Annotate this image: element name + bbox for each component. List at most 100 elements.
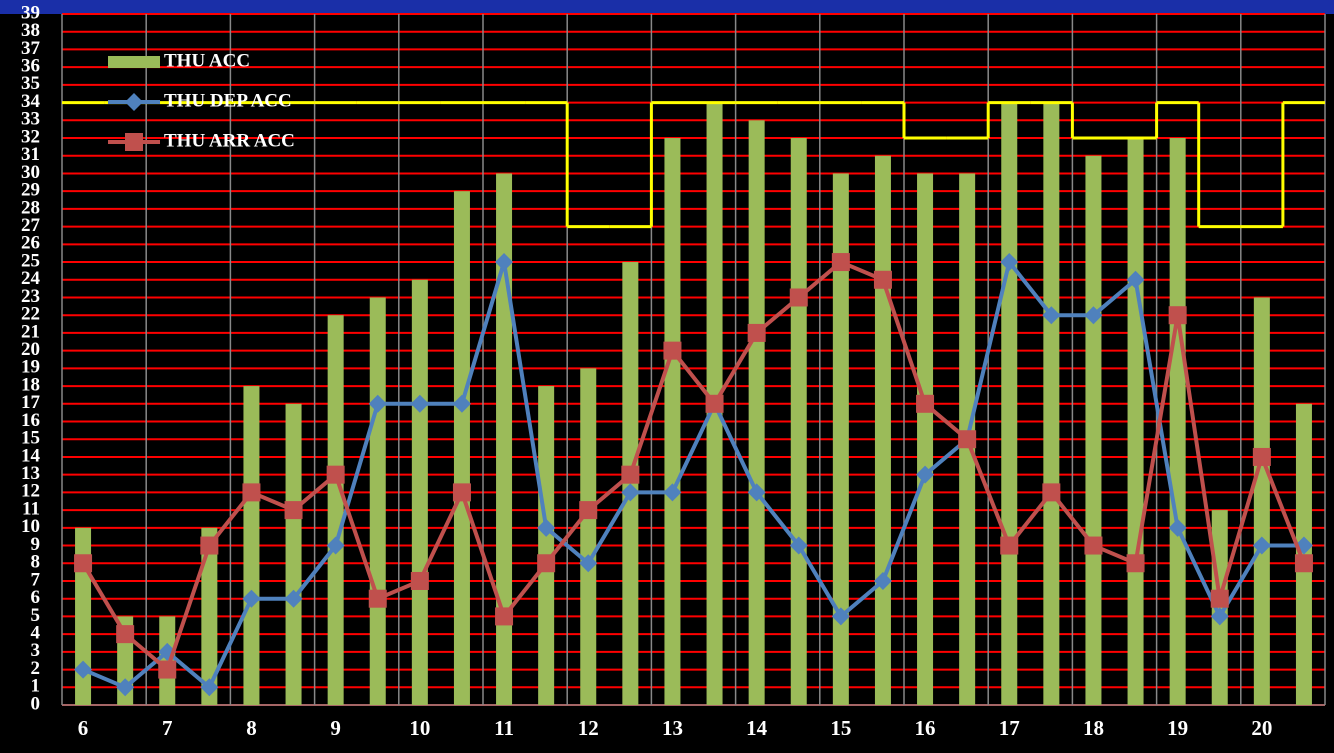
marker [1168, 518, 1187, 537]
y-tick-label: 21 [21, 321, 40, 342]
marker [368, 394, 387, 413]
marker [789, 288, 808, 307]
y-tick-label: 35 [21, 73, 40, 94]
y-tick-label: 9 [31, 534, 41, 555]
marker [452, 394, 471, 413]
x-tick-label: 10 [409, 716, 430, 740]
y-tick-label: 37 [21, 38, 41, 59]
marker [916, 394, 935, 413]
x-tick-label: 9 [330, 716, 341, 740]
y-tick-label: 36 [21, 56, 40, 77]
legend-marker [125, 93, 143, 111]
marker [116, 678, 135, 697]
marker [368, 589, 387, 608]
y-tick-label: 17 [21, 392, 41, 413]
marker [1042, 483, 1061, 502]
marker [1084, 306, 1103, 325]
marker [789, 536, 808, 555]
y-tick-label: 10 [21, 516, 40, 537]
bar [411, 279, 428, 705]
y-tick-label: 27 [21, 215, 41, 236]
marker [831, 253, 850, 272]
marker [1210, 607, 1229, 626]
bar [1085, 155, 1102, 705]
marker [1042, 306, 1061, 325]
marker [747, 483, 766, 502]
x-tick-label: 18 [1083, 716, 1104, 740]
y-tick-label: 18 [21, 374, 40, 395]
marker [74, 554, 93, 573]
bar [453, 191, 470, 705]
y-tick-label: 3 [31, 640, 41, 661]
x-tick-label: 11 [494, 716, 514, 740]
bar [369, 297, 386, 705]
x-tick-label: 8 [246, 716, 257, 740]
marker [326, 536, 345, 555]
y-tick-label: 29 [21, 180, 40, 201]
x-tick-label: 7 [162, 716, 173, 740]
marker [537, 554, 556, 573]
y-tick-label: 34 [21, 91, 41, 112]
y-tick-label: 1 [31, 676, 41, 697]
x-tick-label: 13 [662, 716, 683, 740]
x-tick-label: 20 [1251, 716, 1272, 740]
y-tick-label: 32 [21, 126, 40, 147]
banner [0, 0, 1334, 14]
bar [327, 315, 344, 705]
marker [579, 501, 598, 520]
marker [200, 536, 219, 555]
marker [284, 501, 303, 520]
marker [1126, 270, 1145, 289]
bar [538, 386, 555, 705]
y-tick-label: 11 [22, 498, 40, 519]
legend-swatch [108, 56, 160, 68]
y-tick-label: 30 [21, 162, 40, 183]
x-tick-label: 14 [746, 716, 768, 740]
x-tick-label: 12 [578, 716, 599, 740]
bar [201, 527, 218, 705]
bar [1253, 297, 1270, 705]
marker [1126, 554, 1145, 573]
x-tick-label: 19 [1167, 716, 1188, 740]
marker [916, 465, 935, 484]
marker [326, 465, 345, 484]
marker [1294, 554, 1313, 573]
y-tick-label: 14 [21, 445, 41, 466]
legend-marker [125, 133, 143, 151]
bar [285, 403, 302, 705]
bar [1001, 102, 1018, 706]
y-tick-label: 25 [21, 250, 40, 271]
bar [748, 120, 765, 706]
bar [1127, 138, 1144, 705]
marker [621, 465, 640, 484]
marker [242, 483, 261, 502]
marker [495, 607, 514, 626]
x-tick-label: 15 [830, 716, 851, 740]
y-tick-label: 24 [21, 268, 41, 289]
bar [664, 138, 681, 705]
y-tick-label: 6 [31, 587, 41, 608]
legend-label: THU DEP ACC [164, 90, 292, 111]
legend-label: THU ARR ACC [164, 130, 295, 151]
legend-label: THU ACC [164, 50, 250, 71]
y-tick-label: 8 [31, 552, 41, 573]
y-tick-label: 15 [21, 428, 40, 449]
marker [1168, 306, 1187, 325]
marker [579, 554, 598, 573]
marker [537, 518, 556, 537]
marker [663, 483, 682, 502]
bar [243, 386, 260, 705]
marker [410, 571, 429, 590]
marker [1000, 253, 1019, 272]
marker [831, 607, 850, 626]
marker [663, 341, 682, 360]
y-tick-label: 13 [21, 463, 40, 484]
bar [1169, 138, 1186, 705]
bar [496, 173, 513, 705]
marker [705, 394, 724, 413]
bar [580, 368, 597, 705]
y-tick-label: 19 [21, 357, 40, 378]
y-tick-label: 2 [31, 658, 41, 679]
marker [242, 589, 261, 608]
